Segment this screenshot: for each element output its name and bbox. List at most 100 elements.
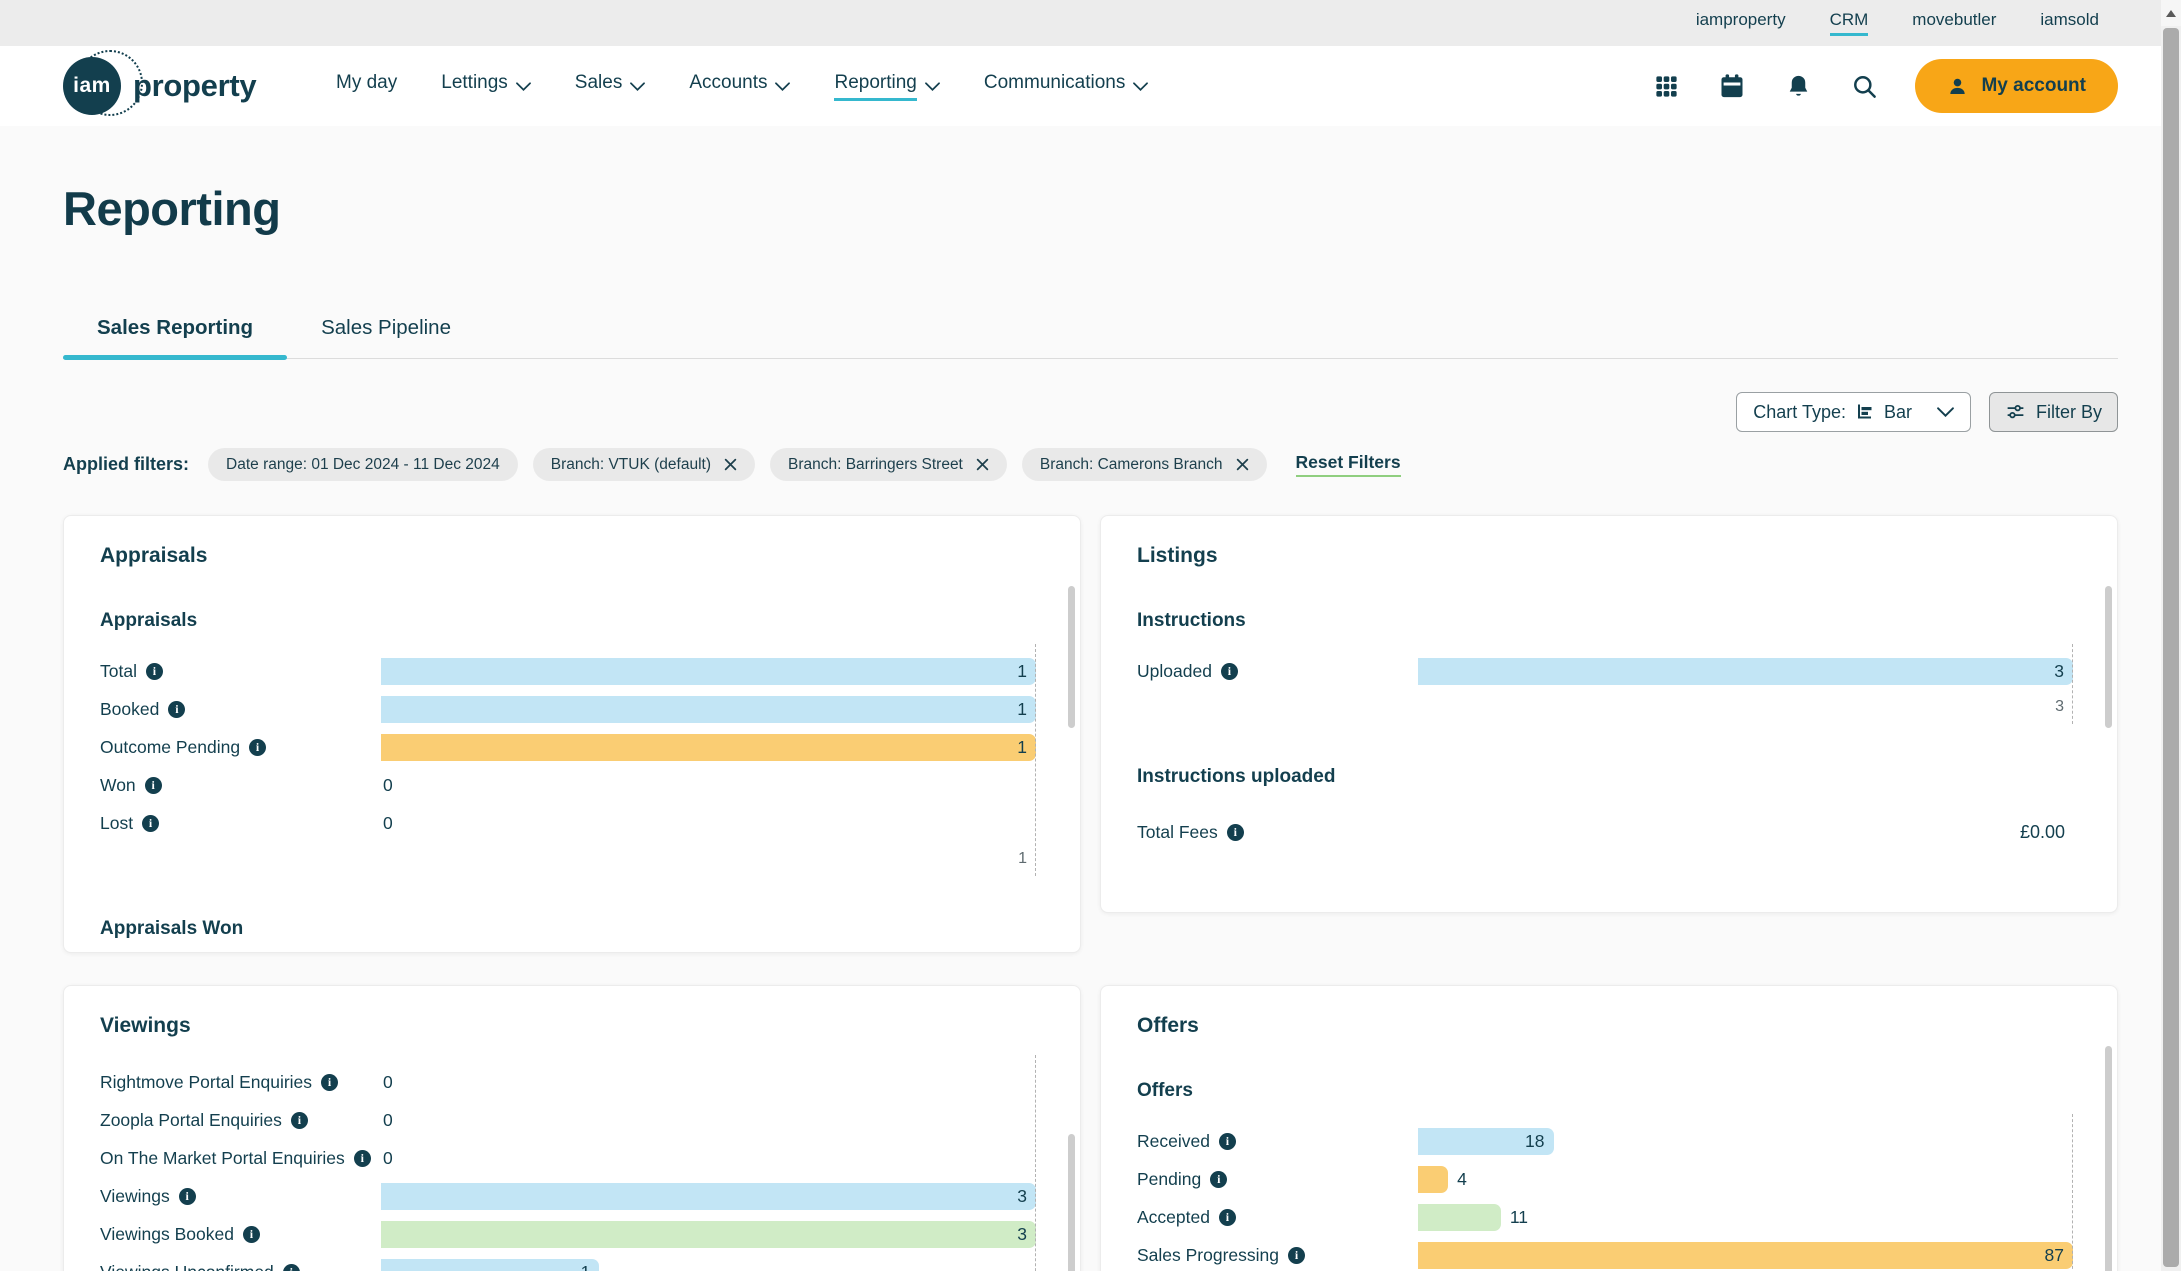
chip-label: Branch: Camerons Branch	[1039, 455, 1223, 473]
chevron-down-icon	[775, 75, 791, 97]
section-subtitle: Appraisals	[100, 610, 198, 631]
info-icon[interactable]: i	[1220, 662, 1238, 680]
bar-chart-icon	[1857, 404, 1872, 419]
filter-chip-branch-barringers-street: Branch: Barringers Street	[769, 448, 1007, 481]
chevron-down-icon	[515, 75, 531, 97]
my-account-label: My account	[1981, 75, 2086, 96]
info-icon[interactable]: i	[249, 738, 267, 756]
calendar-icon[interactable]	[1717, 71, 1747, 101]
bar-sales-progressing: 87	[1418, 1241, 2073, 1269]
nav-item-accounts[interactable]: Accounts	[689, 72, 791, 101]
section-subtitle: Appraisals Won	[100, 918, 244, 939]
filter-chip-branch-vtuk-default: Branch: VTUK (default)	[532, 448, 755, 481]
bar-pending	[1418, 1165, 1449, 1193]
chart-row: Viewings Booked i 3	[100, 1215, 1044, 1253]
info-icon[interactable]: i	[142, 814, 160, 832]
info-icon[interactable]: i	[353, 1149, 371, 1167]
card-scrollbar[interactable]	[1068, 1134, 1075, 1271]
kv-value: £0.00	[2019, 822, 2065, 842]
bar-value: 1	[581, 1262, 591, 1271]
bar-outcome-pending: 1	[381, 733, 1036, 761]
cards-grid: Appraisals Appraisals Total i 1 Booked i 1 Outco…	[63, 515, 2118, 1271]
info-icon[interactable]: i	[321, 1073, 339, 1091]
scrollbar-up-arrow[interactable]	[2161, 0, 2181, 26]
filter-by-label: Filter By	[2035, 401, 2102, 422]
topbar-link-movebutler[interactable]: movebutler	[1912, 10, 1997, 29]
row-label: Sales Progressing i	[1137, 1245, 1418, 1266]
nav-item-reporting[interactable]: Reporting	[834, 72, 940, 101]
row-label: Viewings Unconfirmedi	[100, 1262, 381, 1271]
chart-row: Sales Progressing i 87	[1137, 1236, 2081, 1271]
info-icon[interactable]: i	[178, 1187, 196, 1205]
card-scrollbar[interactable]	[2105, 586, 2112, 728]
chart-row: Won i 0	[100, 766, 1044, 804]
chip-label: Date range: 01 Dec 2024 - 11 Dec 2024	[226, 455, 500, 473]
main-content: Reporting Sales Reporting Sales Pipeline …	[0, 185, 2181, 1271]
chip-remove-icon[interactable]	[976, 458, 989, 471]
bar-received: 18	[1418, 1127, 1554, 1155]
nav-item-communications[interactable]: Communications	[984, 72, 1149, 101]
row-label: Outcome Pending i	[100, 737, 381, 758]
bar-value: 0	[383, 812, 393, 833]
topbar-link-iamproperty[interactable]: iamproperty	[1695, 10, 1786, 29]
my-account-button[interactable]: My account	[1915, 59, 2118, 113]
info-icon[interactable]: i	[1288, 1246, 1306, 1264]
info-icon[interactable]: i	[282, 1263, 300, 1271]
chart-row: Viewings Unconfirmedi 1	[100, 1253, 1044, 1271]
report-tabs: Sales Reporting Sales Pipeline	[63, 302, 2118, 360]
chip-remove-icon[interactable]	[1236, 458, 1249, 471]
row-label: Rightmove Portal Enquiries i	[100, 1072, 381, 1093]
notifications-bell-icon[interactable]	[1783, 71, 1813, 101]
axis-row: 1	[100, 842, 1044, 876]
reset-filters-link[interactable]: Reset Filters	[1295, 452, 1401, 477]
topbar-link-crm[interactable]: CRM	[1829, 10, 1869, 36]
info-icon[interactable]: i	[1218, 1132, 1236, 1150]
bar-total: 1	[381, 657, 1036, 685]
info-icon[interactable]: i	[1210, 1170, 1228, 1188]
card-listings: Listings Instructions Uploaded i 3 3 Instructi…	[1100, 515, 2118, 913]
chart-row: Zoopla Portal Enquiries i 0	[100, 1101, 1044, 1139]
section-subtitle: Instructions uploaded	[1137, 766, 1336, 787]
info-icon[interactable]: i	[242, 1225, 260, 1243]
bar-value: 0	[383, 1109, 393, 1130]
search-icon[interactable]	[1849, 71, 1879, 101]
chart-row: Outcome Pending i 1	[100, 728, 1044, 766]
page-title: Reporting	[63, 182, 281, 235]
nav-item-my-day[interactable]: My day	[336, 71, 398, 93]
tab-sales-reporting[interactable]: Sales Reporting	[63, 302, 288, 360]
chip-label: Branch: Barringers Street	[787, 455, 963, 473]
info-icon[interactable]: i	[1218, 1208, 1236, 1226]
apps-grid-icon[interactable]	[1651, 71, 1681, 101]
row-label: Accepted i	[1137, 1207, 1418, 1228]
row-label: Pending i	[1137, 1169, 1418, 1190]
card-scrollbar[interactable]	[1068, 586, 1075, 728]
chart-row: Accepted i 11	[1137, 1198, 2081, 1236]
bar-viewings-booked: 3	[381, 1220, 1036, 1248]
card-appraisals: Appraisals Appraisals Total i 1 Booked i 1 Outco…	[63, 515, 1081, 953]
row-label: Booked i	[100, 699, 381, 720]
applied-filters-label: Applied filters:	[63, 454, 190, 474]
info-icon[interactable]: i	[168, 700, 186, 718]
row-label: Lost i	[100, 813, 381, 834]
scrollbar-thumb[interactable]	[2163, 28, 2179, 1267]
info-icon[interactable]: i	[144, 776, 162, 794]
card-scrollbar[interactable]	[2105, 1046, 2112, 1271]
row-label: Uploaded i	[1137, 661, 1418, 682]
chip-remove-icon[interactable]	[724, 458, 737, 471]
iamproperty-logo[interactable]: iam property	[63, 50, 288, 116]
filter-chip-date-range-01-dec-2024-11-dec-2024: Date range: 01 Dec 2024 - 11 Dec 2024	[208, 448, 518, 481]
chevron-down-icon	[924, 75, 940, 97]
bar-chart: Rightmove Portal Enquiries i 0 Zoopla Porta…	[100, 1055, 1044, 1271]
bar-value: 0	[383, 1071, 393, 1092]
filter-by-button[interactable]: Filter By	[1988, 392, 2118, 432]
info-icon[interactable]: i	[290, 1111, 308, 1129]
info-icon[interactable]: i	[145, 662, 163, 680]
row-label: Total Fees i	[1137, 822, 1418, 843]
topbar-link-iamsold[interactable]: iamsold	[2040, 10, 2099, 29]
nav-item-lettings[interactable]: Lettings	[441, 72, 531, 101]
tab-sales-pipeline[interactable]: Sales Pipeline	[321, 316, 451, 339]
row-label: Total i	[100, 661, 381, 682]
nav-item-sales[interactable]: Sales	[575, 72, 646, 101]
info-icon[interactable]: i	[1226, 824, 1244, 841]
chart-type-dropdown[interactable]: Chart Type: Bar	[1736, 392, 1971, 432]
